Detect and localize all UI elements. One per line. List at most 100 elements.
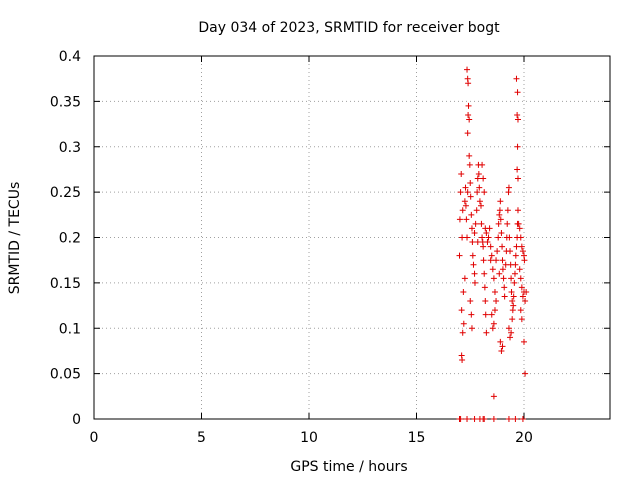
data-point xyxy=(505,184,512,191)
data-point xyxy=(510,293,517,300)
data-point xyxy=(459,357,466,364)
y-tick-labels: 0 0.05 0.1 0.15 0.2 0.25 0.3 0.35 0.4 xyxy=(50,49,81,428)
data-point xyxy=(474,239,481,246)
data-point xyxy=(483,329,490,336)
data-point xyxy=(472,220,479,227)
axis-ticks xyxy=(93,55,610,420)
data-point xyxy=(508,329,515,336)
data-point xyxy=(497,338,504,345)
y-tick-label: 0.35 xyxy=(50,94,81,110)
data-point xyxy=(456,252,463,259)
data-point xyxy=(522,298,529,305)
y-tick-label: 0.2 xyxy=(59,231,81,247)
data-point xyxy=(509,298,516,305)
data-point xyxy=(465,80,472,87)
data-point xyxy=(485,234,492,241)
data-point xyxy=(508,275,515,282)
data-point xyxy=(464,66,471,73)
data-point xyxy=(511,279,518,286)
data-point xyxy=(493,257,500,264)
data-point xyxy=(495,220,502,227)
x-tick-label: 20 xyxy=(515,430,533,446)
data-point xyxy=(497,216,504,223)
data-point xyxy=(513,75,520,82)
data-point xyxy=(501,284,508,291)
data-point xyxy=(463,216,470,223)
data-point xyxy=(467,298,474,305)
data-point xyxy=(506,234,513,241)
data-point xyxy=(517,234,524,241)
data-point xyxy=(508,288,515,295)
data-point xyxy=(514,166,521,173)
data-point xyxy=(474,189,481,196)
data-point xyxy=(487,257,494,264)
data-point xyxy=(505,325,512,332)
data-point xyxy=(467,180,474,187)
data-point xyxy=(465,102,472,109)
data-point xyxy=(522,370,529,377)
y-tick-label: 0.25 xyxy=(50,185,81,201)
data-point xyxy=(516,225,523,232)
data-point xyxy=(509,316,516,323)
y-tick-label: 0.4 xyxy=(59,49,81,65)
y-tick-label: 0 xyxy=(72,412,81,428)
data-point xyxy=(510,302,517,309)
data-point xyxy=(486,225,493,232)
data-point xyxy=(468,225,475,232)
data-point xyxy=(461,198,468,205)
data-point xyxy=(504,207,511,214)
data-point xyxy=(496,207,503,214)
data-point xyxy=(491,307,498,314)
data-point xyxy=(479,234,486,241)
data-point xyxy=(518,243,525,250)
data-point xyxy=(459,329,466,336)
data-point xyxy=(519,248,526,255)
data-point xyxy=(462,184,469,191)
data-point xyxy=(514,89,521,96)
data-point xyxy=(464,416,471,422)
data-point xyxy=(470,261,477,268)
data-point xyxy=(514,116,521,123)
data-point xyxy=(474,175,481,182)
y-axis-label: SRMTID / TECUs xyxy=(7,182,23,295)
data-point xyxy=(481,270,488,277)
data-point xyxy=(476,198,483,205)
data-point xyxy=(478,202,484,209)
data-point xyxy=(514,207,521,214)
data-point xyxy=(493,298,500,305)
data-point xyxy=(513,243,520,250)
data-point xyxy=(498,347,505,354)
data-point xyxy=(514,143,521,150)
data-point xyxy=(519,293,526,300)
data-point xyxy=(482,311,489,318)
data-point xyxy=(519,416,526,422)
data-point xyxy=(515,220,522,227)
data-point xyxy=(501,293,508,300)
x-tick-label: 10 xyxy=(300,430,318,446)
x-tick-label: 15 xyxy=(408,430,426,446)
data-point xyxy=(516,266,523,273)
data-point xyxy=(464,234,471,241)
data-point xyxy=(499,257,506,264)
data-point xyxy=(457,416,464,422)
data-point xyxy=(507,248,514,255)
data-point xyxy=(469,252,476,259)
data-point xyxy=(511,270,518,277)
data-point xyxy=(517,275,524,282)
data-point xyxy=(465,111,472,118)
data-point xyxy=(467,193,474,200)
data-point xyxy=(487,243,494,250)
data-point xyxy=(500,275,507,282)
data-point xyxy=(512,252,519,259)
data-point xyxy=(480,175,487,182)
x-tick-label: 0 xyxy=(90,430,99,446)
data-point xyxy=(494,248,501,255)
data-point xyxy=(496,270,503,277)
data-point xyxy=(458,307,465,314)
data-point xyxy=(499,243,506,250)
data-point xyxy=(521,257,528,264)
data-point xyxy=(488,311,495,318)
data-point xyxy=(479,161,486,168)
data-point xyxy=(491,288,498,295)
